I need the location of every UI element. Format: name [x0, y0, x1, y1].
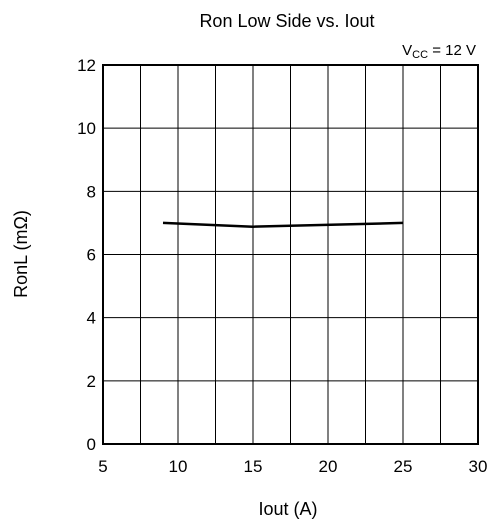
y-tick-label: 10: [77, 119, 96, 138]
x-axis-label: Iout (A): [258, 499, 317, 519]
x-tick-label: 10: [169, 457, 188, 476]
x-tick-label: 30: [469, 457, 488, 476]
x-tick-label: 20: [319, 457, 338, 476]
y-tick-label: 8: [87, 182, 96, 201]
y-axis-label: RonL (mΩ): [11, 210, 31, 298]
vcc-annotation: VCC = 12 V: [402, 42, 476, 61]
y-tick-label: 2: [87, 372, 96, 391]
y-tick-label: 12: [77, 56, 96, 75]
x-tick-label: 5: [98, 457, 107, 476]
x-tick-labels: 5 10 15 20 25 30: [98, 457, 487, 476]
vcc-annotation-subscript: CC: [412, 49, 428, 61]
x-tick-label: 25: [394, 457, 413, 476]
y-tick-label: 0: [87, 435, 96, 454]
plot-frame: [102, 64, 479, 445]
vcc-annotation-main: V: [402, 42, 412, 59]
y-tick-label: 4: [87, 309, 96, 328]
y-tick-label: 6: [87, 246, 96, 265]
series-line: [162, 221, 404, 228]
chart-title: Ron Low Side vs. Iout: [199, 11, 374, 31]
grid: [103, 65, 478, 444]
x-tick-label: 15: [244, 457, 263, 476]
y-tick-labels: 0 2 4 6 8 10 12: [77, 56, 96, 454]
series-group: [162, 221, 404, 228]
vcc-annotation-rest: = 12 V: [428, 42, 476, 59]
